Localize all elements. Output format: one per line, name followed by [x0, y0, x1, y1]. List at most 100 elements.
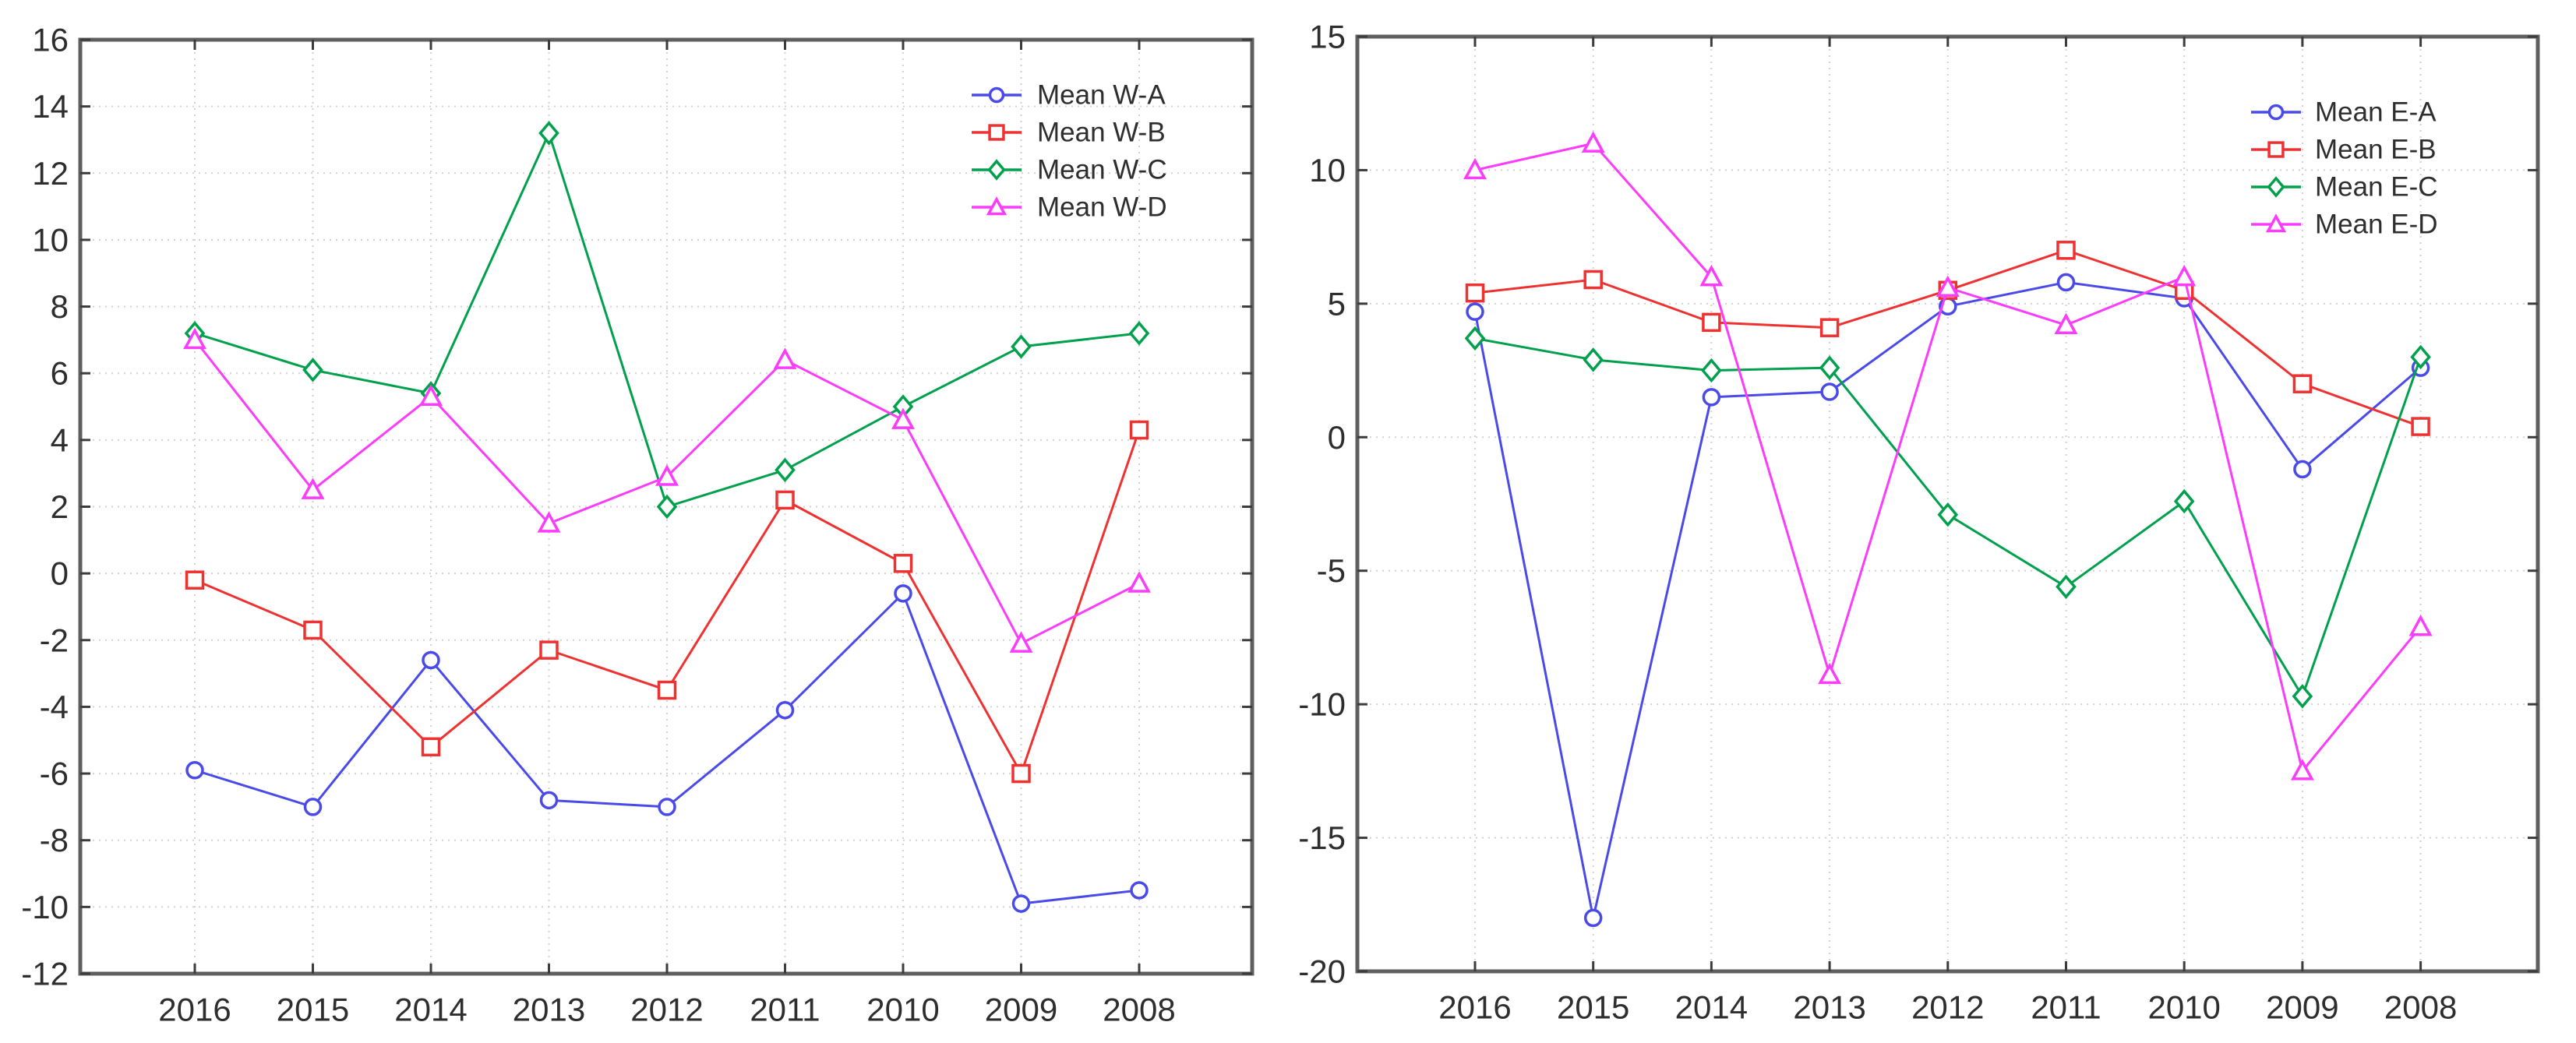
- x-tick-label: 2008: [1103, 992, 1175, 1028]
- y-tick-label: 12: [32, 155, 69, 192]
- legend-item: Mean E-C: [2251, 172, 2438, 203]
- data-point-marker: [1818, 662, 1842, 685]
- x-tick-label: 2010: [2147, 989, 2220, 1026]
- x-tick-label: 2009: [985, 992, 1057, 1028]
- data-point-marker: [303, 798, 323, 816]
- legend-marker: [2267, 104, 2285, 121]
- data-point-marker: [539, 640, 559, 660]
- x-tick-labels-east: 2016 2015 2014 2013 2012 2011 2010 2009 2008: [1438, 989, 2457, 1026]
- legend-label: Mean E-A: [2315, 97, 2437, 128]
- data-point-marker: [893, 554, 913, 573]
- data-point-marker: [1702, 312, 1721, 333]
- data-point-marker: [775, 490, 795, 510]
- data-point-marker: [1464, 326, 1486, 351]
- data-point-marker: [2411, 417, 2430, 436]
- x-tick-label: 2011: [750, 992, 820, 1028]
- axis-ticks-west: [80, 38, 1252, 975]
- legend-east: Mean E-A Mean E-B Mean E-C Mean E-D: [2251, 97, 2438, 240]
- legend-label: Mean E-C: [2315, 172, 2438, 203]
- series-mean-w-d: [183, 327, 1151, 653]
- data-point-marker: [2290, 759, 2314, 780]
- data-point-marker: [421, 737, 441, 757]
- data-point-marker: [1128, 321, 1150, 346]
- data-point-marker: [1011, 763, 1031, 784]
- legend-marker: [2267, 176, 2285, 198]
- data-point-marker: [2410, 344, 2431, 370]
- y-tick-label: 4: [51, 421, 69, 458]
- data-point-marker: [1819, 318, 1840, 337]
- data-point-marker: [1466, 302, 1484, 321]
- y-tick-label: -20: [1298, 953, 1346, 990]
- data-point-marker: [1009, 631, 1033, 653]
- data-point-marker: [1581, 131, 1605, 153]
- legend-marker: [2265, 213, 2287, 233]
- x-tick-label: 2013: [1793, 989, 1865, 1026]
- legend-marker: [987, 159, 1006, 181]
- legend-label: Mean W-B: [1037, 118, 1166, 148]
- data-point-marker: [657, 680, 677, 700]
- x-tick-label: 2016: [158, 992, 231, 1028]
- data-point-marker: [2056, 574, 2077, 599]
- x-tick-label: 2011: [2031, 989, 2101, 1026]
- x-tick-label: 2015: [277, 992, 349, 1028]
- data-point-marker: [2172, 264, 2197, 287]
- data-point-marker: [775, 457, 796, 483]
- y-tick-label: -10: [21, 889, 69, 925]
- data-point-marker: [185, 761, 204, 780]
- data-point-marker: [1583, 270, 1603, 290]
- legend-marker: [988, 86, 1005, 104]
- series-mean-e-c: [1464, 326, 2431, 709]
- legend-item: Mean E-B: [2251, 135, 2437, 165]
- y-tick-label: -2: [40, 622, 69, 658]
- data-point-marker: [1702, 388, 1721, 407]
- series-line: [194, 132, 1140, 508]
- x-tick-label: 2012: [1911, 989, 1984, 1026]
- data-point-marker: [539, 791, 559, 810]
- data-point-marker: [422, 650, 440, 670]
- y-tick-label: -5: [1317, 552, 1346, 589]
- y-tick-labels-west: 16 14 12 10 8 6 4 2 0 -2 -4 -6 -8 -10 -12: [21, 22, 69, 992]
- data-point-marker: [2293, 460, 2312, 479]
- x-tick-label: 2012: [630, 992, 703, 1028]
- data-point-marker: [537, 511, 561, 533]
- data-point-marker: [1463, 157, 1487, 180]
- y-tick-labels-east: 15 10 5 0 -5 -10 -15 -20: [1298, 19, 1346, 990]
- data-point-marker: [2292, 374, 2313, 393]
- data-point-marker: [183, 327, 206, 350]
- data-point-marker: [655, 464, 679, 486]
- data-point-marker: [891, 407, 915, 429]
- x-tick-label: 2014: [394, 992, 467, 1028]
- data-point-marker: [658, 798, 676, 816]
- y-tick-label: 5: [1328, 285, 1346, 322]
- x-tick-label: 2010: [866, 992, 939, 1028]
- y-tick-label: -10: [1298, 686, 1346, 723]
- data-point-marker: [656, 494, 678, 520]
- legend-label: Mean W-D: [1037, 192, 1167, 223]
- legend-item: Mean W-A: [972, 80, 1166, 111]
- data-point-marker: [775, 700, 795, 720]
- data-point-marker: [2408, 615, 2433, 636]
- data-point-marker: [419, 384, 443, 406]
- data-point-marker: [538, 121, 559, 146]
- y-tick-label: -12: [21, 956, 69, 992]
- legend-marker: [2267, 141, 2285, 158]
- data-point-marker: [2054, 312, 2078, 335]
- series-line: [193, 339, 1140, 645]
- x-tick-label: 2009: [2266, 989, 2338, 1026]
- y-tick-label: 6: [51, 355, 69, 392]
- data-point-marker: [1936, 275, 1960, 298]
- y-tick-label: 15: [1309, 19, 1346, 55]
- legend-item: Mean W-B: [972, 118, 1166, 148]
- data-point-marker: [1129, 420, 1149, 440]
- data-point-marker: [1701, 358, 1722, 383]
- data-point-marker: [302, 358, 323, 382]
- y-tick-label: 14: [32, 88, 69, 125]
- series-mean-w-c: [184, 121, 1150, 520]
- data-point-marker: [2056, 241, 2076, 260]
- data-point-marker: [301, 477, 325, 499]
- legend-marker: [988, 124, 1005, 141]
